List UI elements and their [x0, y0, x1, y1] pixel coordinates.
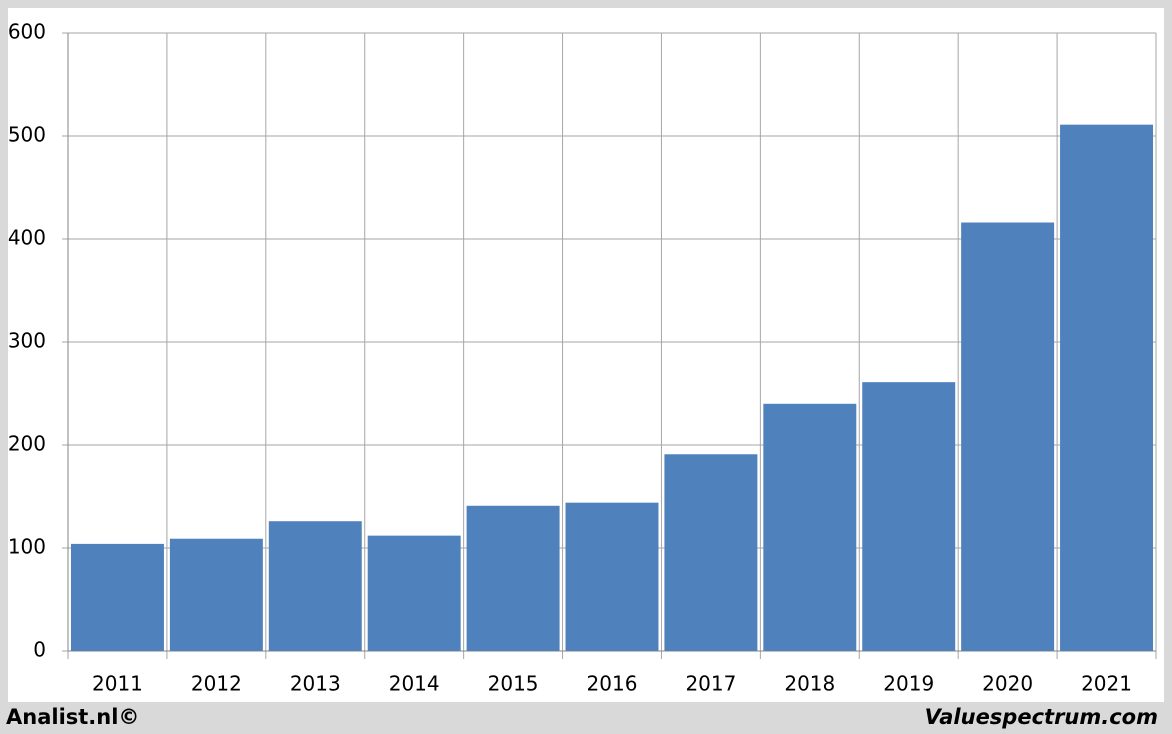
bar: [367, 535, 461, 651]
bar: [466, 505, 560, 651]
y-tick-label: 400: [8, 226, 46, 250]
x-tick-label: 2021: [1081, 672, 1132, 696]
x-tick-label: 2012: [191, 672, 242, 696]
bar: [169, 538, 263, 651]
x-tick-label: 2020: [982, 672, 1033, 696]
x-tick-label: 2019: [883, 672, 934, 696]
y-tick-label: 0: [33, 638, 46, 662]
x-tick-label: 2013: [290, 672, 341, 696]
x-tick-label: 2015: [488, 672, 539, 696]
bar: [763, 403, 857, 651]
bar: [565, 502, 659, 651]
bar: [1060, 124, 1154, 652]
bar: [961, 222, 1055, 651]
bar: [862, 382, 956, 651]
y-tick-label: 300: [8, 329, 46, 353]
x-tick-label: 2016: [587, 672, 638, 696]
y-tick-label: 600: [8, 20, 46, 44]
x-tick-label: 2014: [389, 672, 440, 696]
y-tick-label: 100: [8, 535, 46, 559]
bar: [664, 454, 758, 651]
source-left: Analist.nl©: [6, 705, 139, 729]
x-tick-label: 2017: [685, 672, 736, 696]
y-tick-label: 500: [8, 123, 46, 147]
y-tick-label: 200: [8, 432, 46, 456]
x-tick-label: 2018: [784, 672, 835, 696]
bar: [70, 543, 164, 651]
source-right: Valuespectrum.com: [925, 705, 1158, 729]
x-tick-label: 2011: [92, 672, 143, 696]
bar: [268, 521, 362, 651]
